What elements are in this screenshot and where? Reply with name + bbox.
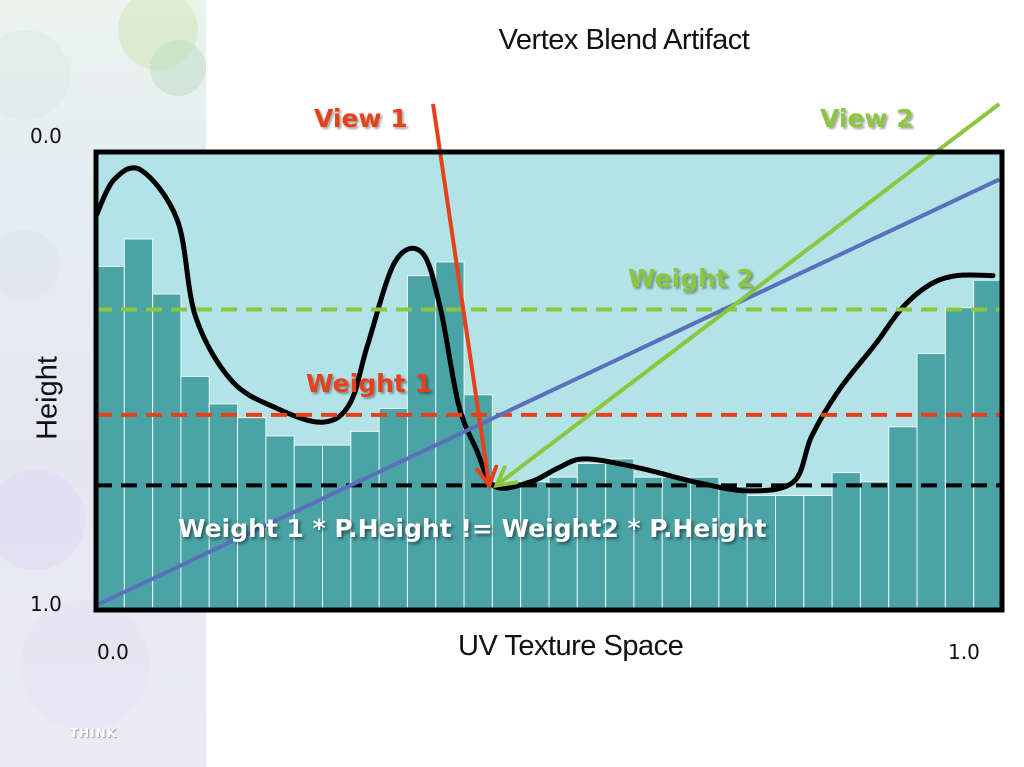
leaf-decoration [0,30,70,120]
height-bar [152,293,182,611]
y-axis-title: Height [31,356,64,440]
view1-ray [431,103,492,486]
height-bar [95,266,125,611]
height-bar [237,417,267,611]
height-bar [406,275,437,611]
y-axis-min-label: 0.0 [30,124,62,148]
diagram-frame [93,149,1005,613]
height-bar [378,407,408,611]
height-bar [859,481,890,611]
height-bar [123,238,154,611]
height-bar [888,426,918,611]
height-curve [93,165,996,494]
height-bar [491,481,522,611]
view1-label: View 1 [314,104,408,133]
height-bar [293,444,323,611]
height-bar [775,495,805,611]
height-bar [973,279,1003,611]
view2-ray [495,102,1001,488]
x-axis-title: UV Texture Space [458,630,684,662]
weight1-label: Weight 1 [306,369,432,398]
height-bar [576,462,607,611]
logo-text: THINK [70,726,118,740]
height-bar [944,307,975,611]
leaf-decoration [0,470,85,570]
height-bar [208,403,239,611]
height-bar [746,495,776,611]
height-bar [690,476,720,611]
height-bar [803,495,833,611]
x-axis-min-label: 0.0 [97,640,129,664]
height-bar [831,472,861,611]
y-axis-max-label: 1.0 [30,592,62,616]
view1-arrowhead [475,464,499,490]
height-bar [661,476,692,611]
height-bar [548,476,578,611]
weight2-label: Weight 2 [628,264,754,293]
blend-equation-label: Weight 1 * P.Height != Weight2 * P.Heigh… [178,514,767,543]
view2-label: View 2 [820,104,914,133]
slide-title: Vertex Blend Artifact [498,24,750,56]
leaf-decoration [0,230,60,300]
height-bar [180,375,210,611]
blend-ramp-line [95,177,1001,608]
think-services-logo: THINK [70,726,150,750]
height-bar [633,476,663,611]
bars-layer [95,238,1003,611]
view2-arrowhead [493,465,519,488]
x-axis-max-label: 1.0 [948,640,980,664]
leaf-decoration [20,600,150,730]
height-bar [916,353,946,611]
leaf-decoration [150,40,206,96]
height-bar [718,485,748,611]
height-bar [520,481,550,611]
